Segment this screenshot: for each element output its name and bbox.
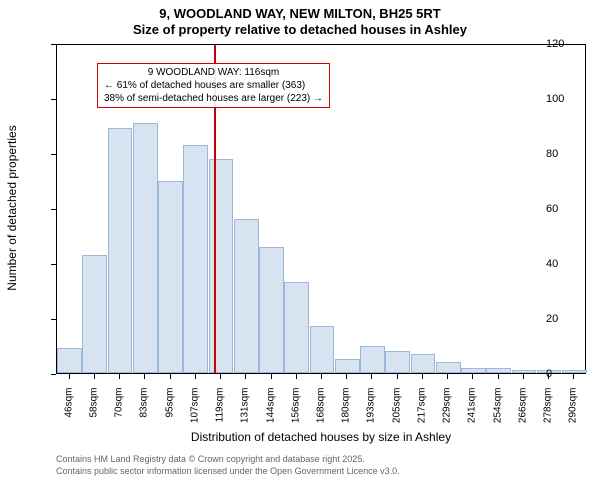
histogram-bar (183, 145, 208, 373)
plot-area: 9 WOODLAND WAY: 116sqm← 61% of detached … (56, 44, 586, 374)
footer-line-2: Contains public sector information licen… (56, 466, 400, 477)
xtick-label: 241sqm (467, 388, 478, 438)
histogram-bar (411, 354, 436, 373)
footer-line-1: Contains HM Land Registry data © Crown c… (56, 454, 365, 465)
xtick-label: 217sqm (416, 388, 427, 438)
xtick-label: 168sqm (316, 388, 327, 438)
xtick-mark (346, 374, 347, 379)
annotation-line: ← 61% of detached houses are smaller (36… (104, 79, 323, 92)
xtick-label: 46sqm (63, 388, 74, 438)
chart-container: 9, WOODLAND WAY, NEW MILTON, BH25 5RT Si… (0, 0, 600, 500)
histogram-bar (436, 362, 461, 373)
xtick-mark (195, 374, 196, 379)
xtick-mark (523, 374, 524, 379)
histogram-bar (385, 351, 410, 373)
ytick-label: 60 (546, 203, 596, 215)
xtick-mark (220, 374, 221, 379)
xtick-label: 70sqm (114, 388, 125, 438)
ytick-mark (51, 99, 56, 100)
xtick-mark (422, 374, 423, 379)
xtick-label: 278sqm (543, 388, 554, 438)
ytick-label: 100 (546, 93, 596, 105)
xtick-label: 205sqm (391, 388, 402, 438)
xtick-mark (447, 374, 448, 379)
xtick-mark (296, 374, 297, 379)
histogram-bar (259, 247, 284, 374)
annotation-line: 9 WOODLAND WAY: 116sqm (104, 66, 323, 79)
histogram-bar (284, 282, 309, 373)
histogram-bar (360, 346, 385, 374)
histogram-bar (335, 359, 360, 373)
xtick-mark (170, 374, 171, 379)
ytick-mark (51, 319, 56, 320)
histogram-bar (209, 159, 234, 374)
xtick-mark (119, 374, 120, 379)
xtick-label: 107sqm (189, 388, 200, 438)
xtick-label: 95sqm (164, 388, 175, 438)
histogram-bar (133, 123, 158, 373)
xtick-label: 266sqm (517, 388, 528, 438)
ytick-mark (51, 44, 56, 45)
xtick-mark (472, 374, 473, 379)
histogram-bar (158, 181, 183, 374)
histogram-bar (486, 368, 511, 374)
xtick-mark (69, 374, 70, 379)
chart-title-2: Size of property relative to detached ho… (0, 22, 600, 38)
histogram-bar (461, 368, 486, 374)
xtick-mark (573, 374, 574, 379)
xtick-mark (271, 374, 272, 379)
histogram-bar (82, 255, 107, 373)
xtick-mark (498, 374, 499, 379)
xtick-label: 290sqm (568, 388, 579, 438)
ytick-mark (51, 374, 56, 375)
ytick-mark (51, 154, 56, 155)
histogram-bar (234, 219, 259, 373)
xtick-label: 131sqm (240, 388, 251, 438)
histogram-bar (512, 370, 537, 373)
histogram-bar (310, 326, 335, 373)
xtick-label: 180sqm (341, 388, 352, 438)
histogram-bar (108, 128, 133, 373)
xtick-label: 229sqm (442, 388, 453, 438)
xtick-mark (245, 374, 246, 379)
xtick-mark (548, 374, 549, 379)
xtick-mark (144, 374, 145, 379)
ytick-mark (51, 209, 56, 210)
annotation-line: 38% of semi-detached houses are larger (… (104, 92, 323, 105)
xtick-label: 119sqm (215, 388, 226, 438)
annotation-box: 9 WOODLAND WAY: 116sqm← 61% of detached … (97, 63, 330, 108)
xtick-label: 58sqm (88, 388, 99, 438)
xtick-label: 83sqm (139, 388, 150, 438)
chart-title-1: 9, WOODLAND WAY, NEW MILTON, BH25 5RT (0, 0, 600, 22)
xtick-mark (94, 374, 95, 379)
xtick-mark (321, 374, 322, 379)
ytick-label: 80 (546, 148, 596, 160)
ytick-label: 40 (546, 258, 596, 270)
histogram-bar (57, 348, 82, 373)
y-axis-label: Number of detached properties (5, 43, 19, 373)
ytick-label: 120 (546, 38, 596, 50)
xtick-mark (371, 374, 372, 379)
ytick-label: 0 (546, 368, 596, 380)
xtick-mark (397, 374, 398, 379)
ytick-mark (51, 264, 56, 265)
xtick-label: 156sqm (290, 388, 301, 438)
xtick-label: 254sqm (492, 388, 503, 438)
xtick-label: 144sqm (265, 388, 276, 438)
xtick-label: 193sqm (366, 388, 377, 438)
ytick-label: 20 (546, 313, 596, 325)
